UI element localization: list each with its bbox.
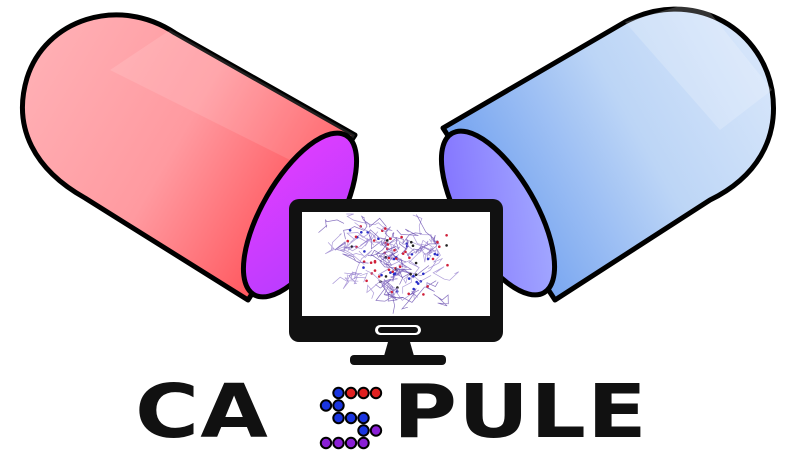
dot bbox=[332, 399, 345, 412]
dot bbox=[357, 386, 370, 400]
dot-matrix-s-icon bbox=[319, 386, 383, 450]
dot bbox=[369, 386, 383, 400]
monitor-icon bbox=[289, 199, 503, 365]
dot bbox=[357, 436, 370, 450]
protein-structure-icon bbox=[318, 213, 459, 314]
dot bbox=[344, 436, 358, 450]
dot bbox=[332, 386, 345, 400]
dot bbox=[319, 436, 333, 450]
dot bbox=[332, 436, 345, 450]
dot bbox=[357, 411, 370, 425]
dot bbox=[332, 411, 345, 425]
dot bbox=[369, 424, 383, 437]
logo-text-right: PULE bbox=[393, 369, 648, 455]
dot bbox=[344, 386, 358, 400]
dot bbox=[344, 411, 358, 425]
dot bbox=[357, 424, 370, 437]
dot bbox=[319, 399, 333, 412]
logo-text-left: CA bbox=[135, 369, 270, 455]
